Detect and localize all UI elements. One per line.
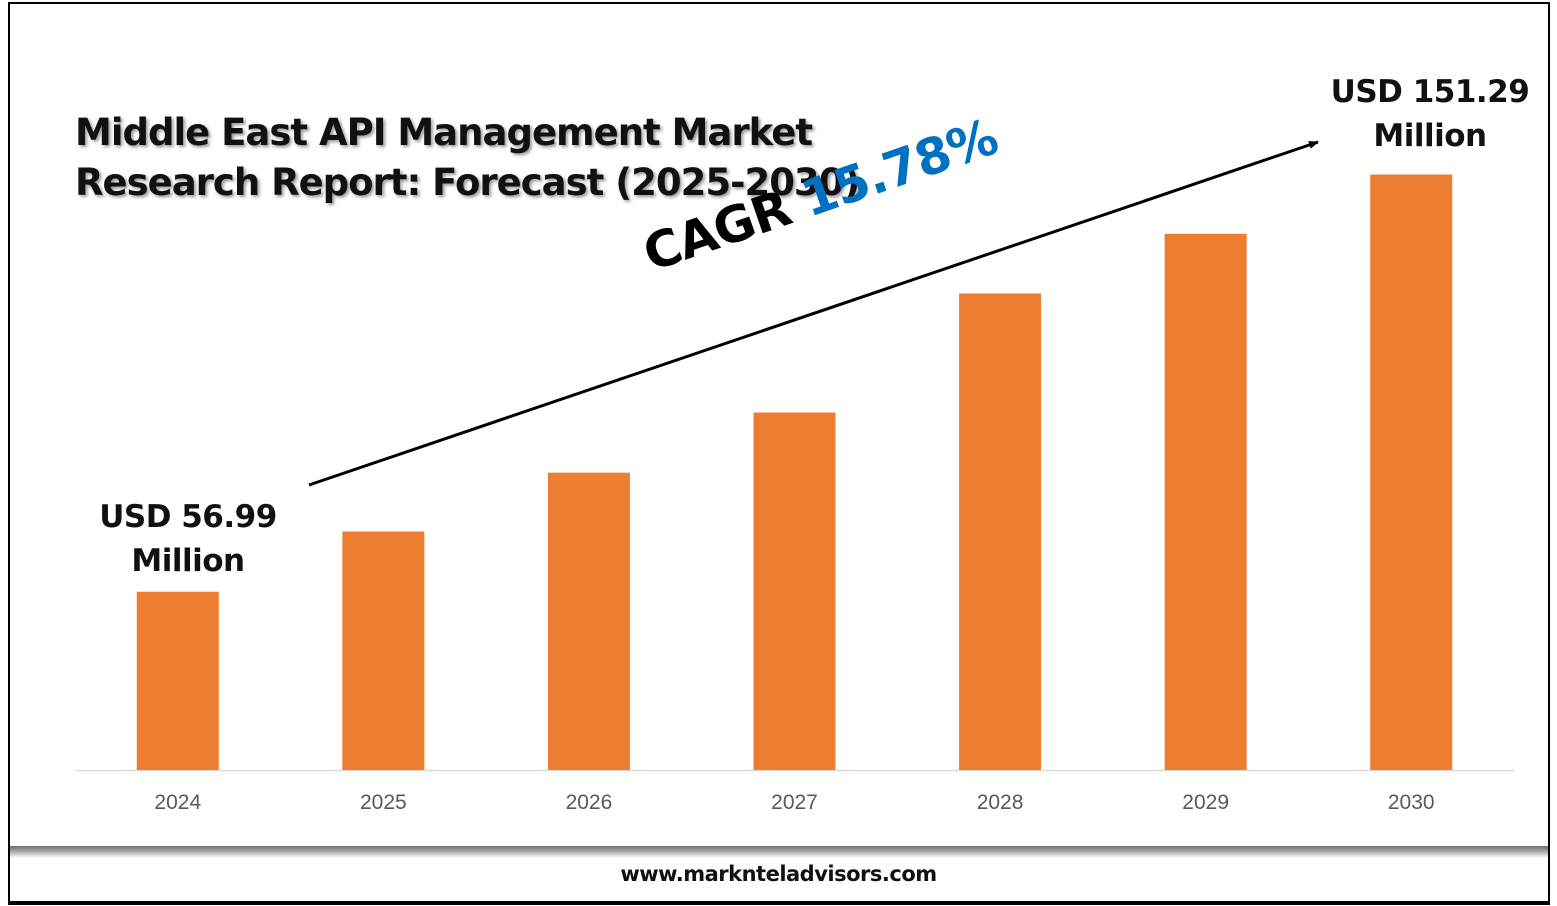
bar-2029 bbox=[1164, 233, 1247, 771]
divider-shadow bbox=[10, 846, 1548, 858]
x-tick-label: 2028 bbox=[977, 791, 1024, 814]
x-tick-label: 2025 bbox=[360, 791, 407, 814]
x-tick-label: 2030 bbox=[1388, 791, 1435, 814]
bar-2026 bbox=[547, 472, 630, 770]
start-value-label: USD 56.99 Million bbox=[88, 495, 288, 583]
chart-title: Middle East API Management Market Resear… bbox=[75, 108, 860, 208]
bar-2027 bbox=[753, 412, 836, 770]
chart-frame bbox=[8, 2, 1550, 905]
end-label-line-2: Million bbox=[1373, 118, 1487, 154]
bar-2025 bbox=[342, 531, 425, 770]
end-label-line-1: USD 151.29 bbox=[1330, 74, 1530, 110]
start-label-line-2: Million bbox=[131, 543, 245, 579]
start-label-line-1: USD 56.99 bbox=[99, 499, 277, 535]
x-tick-label: 2024 bbox=[154, 791, 201, 814]
growth-arrow bbox=[308, 140, 1319, 487]
end-value-label: USD 151.29 Million bbox=[1320, 70, 1540, 158]
footer-website: www.marknteladvisors.com bbox=[620, 862, 937, 886]
title-line-2: Research Report: Forecast (2025-2030) bbox=[75, 161, 860, 204]
x-tick-label: 2027 bbox=[771, 791, 818, 814]
x-tick-label: 2026 bbox=[566, 791, 613, 814]
bar-2030 bbox=[1370, 174, 1453, 770]
bar-2028 bbox=[959, 293, 1042, 770]
title-line-1: Middle East API Management Market bbox=[75, 111, 813, 154]
x-tick-label: 2029 bbox=[1182, 791, 1229, 814]
bar-2024 bbox=[136, 591, 219, 770]
